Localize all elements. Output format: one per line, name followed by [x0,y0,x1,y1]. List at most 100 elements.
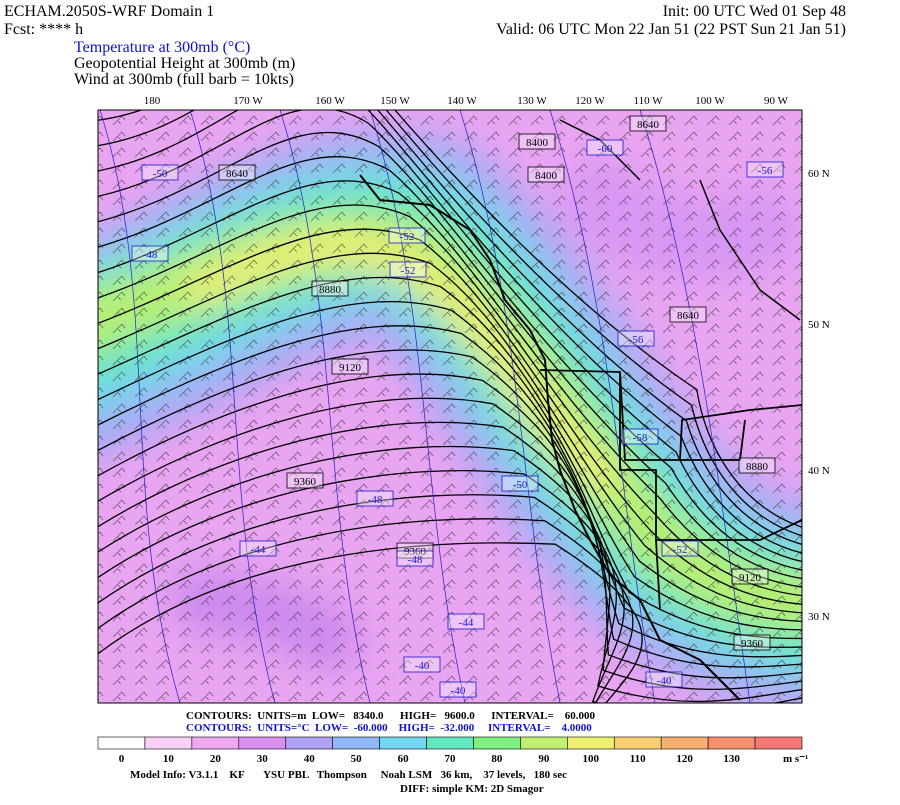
colorbar-label: 110 [630,753,646,765]
init-time: Init: 00 UTC Wed 01 Sep 48 [663,3,846,20]
height-contour [98,325,802,640]
height-contour [98,397,802,668]
latitude-label: 30 N [808,611,830,623]
height-contour [98,252,802,614]
temperature-label: -40 [415,660,430,672]
temperature-label-box [403,656,441,673]
state-borders [539,369,802,611]
height-contour [98,494,802,703]
temperature-contour [189,110,276,703]
longitude-label: 100 W [695,95,725,107]
longitude-label: 120 W [575,95,605,107]
colorbar-label: 90 [538,753,550,765]
height-label-box [286,472,324,489]
height-label-box [733,634,771,651]
map-frame [97,109,803,704]
longitude-label: 110 W [633,95,663,107]
height-label: 8400 [526,137,549,149]
temperature-label: -60 [598,143,613,155]
height-label-box [218,164,256,181]
colorbar-label: 40 [304,753,316,765]
latitude-label: 50 N [808,319,830,331]
colorbar-label: 120 [676,753,693,765]
colorbar-cell [332,736,380,750]
colorbar-label: 60 [398,753,410,765]
height-contour [98,131,802,571]
height-contour [98,110,802,563]
colorbar-label: 0 [119,753,125,765]
height-label-box [311,280,349,297]
temperature-label-box [389,261,427,278]
temperature-label: -40 [657,675,672,687]
longitude-label: 160 W [315,95,345,107]
temperature-label-box [645,671,683,688]
height-label: 8400 [535,170,558,182]
temperature-contour [279,110,371,703]
height-contour [98,421,802,679]
temperature-label: -50 [513,479,528,491]
temperature-contour [369,110,466,703]
field-wind: Wind at 300mb (full barb = 10kts) [74,71,294,88]
temperature-label: -52 [400,231,415,243]
height-label-box [331,358,369,375]
temperature-contour [99,110,181,703]
temperature-label: -48 [368,494,383,506]
field-temperature: Temperature at 300mb (°C) [74,39,250,56]
colorbar-cell [379,736,427,750]
longitude-label: 180 [144,95,161,107]
height-label-box [731,568,769,585]
forecast-hour: Fcst: **** h [4,21,83,38]
height-label-box [527,166,565,183]
valid-time: Valid: 06 UTC Mon 22 Jan 51 (22 PST Sun … [496,21,846,38]
colorbar-cell [191,736,240,750]
height-label-box [669,306,707,323]
colorbar-label: 20 [210,753,222,765]
height-contour [98,470,802,703]
colorbar: 0 10 20 30 40 50 60 70 80 90 100 110 120 130 [97,736,803,765]
title: ECHAM.2050S-WRF Domain 1 [4,3,214,20]
temperature-contour [459,110,561,703]
temperature-label-box [661,540,699,557]
height-label-box [629,115,667,132]
height-label: 8880 [319,284,342,296]
longitude-label: 90 W [764,95,789,107]
temperature-contour [549,110,656,703]
longitude-label: 170 W [233,95,263,107]
temperature-label: -50 [153,168,168,180]
height-label-box [396,542,434,559]
height-label: 9360 [741,638,764,650]
wind-barbs [98,110,802,703]
colorbar-cell [754,736,803,750]
height-label: 9120 [739,572,762,584]
temperature-label: -44 [459,617,474,629]
temperature-label-box [586,139,624,156]
height-contour [98,542,643,703]
height-contour [98,301,802,631]
temperature-label: -56 [758,165,773,177]
latitude-label: 40 N [808,465,830,477]
coastline [359,174,741,701]
height-contour [98,276,802,622]
height-label: 9120 [339,362,362,374]
field-height: Geopotential Height at 300mb (m) [74,55,295,72]
longitude-label: 150 W [380,95,410,107]
height-label: 9360 [294,476,317,488]
temperature-label: -48 [143,249,158,261]
colorbar-cell [520,736,568,750]
map-labels: 180 170 W 160 W 150 W 140 W 130 W 120 W 110 W 10… [131,95,830,698]
height-contour [394,110,802,528]
temperature-label-box [388,227,426,244]
colorbar-cell [473,736,521,750]
height-label-box [738,457,776,474]
height-contour [98,110,802,554]
height-label: 8880 [746,461,769,473]
colorbar-label: 10 [163,753,175,765]
temperature-label-box [617,330,655,347]
temperature-label: -40 [451,685,466,697]
longitude-label: 130 W [517,95,547,107]
height-contour [98,180,802,588]
temperature-label-box [621,428,659,445]
colorbar-cell [285,736,333,750]
